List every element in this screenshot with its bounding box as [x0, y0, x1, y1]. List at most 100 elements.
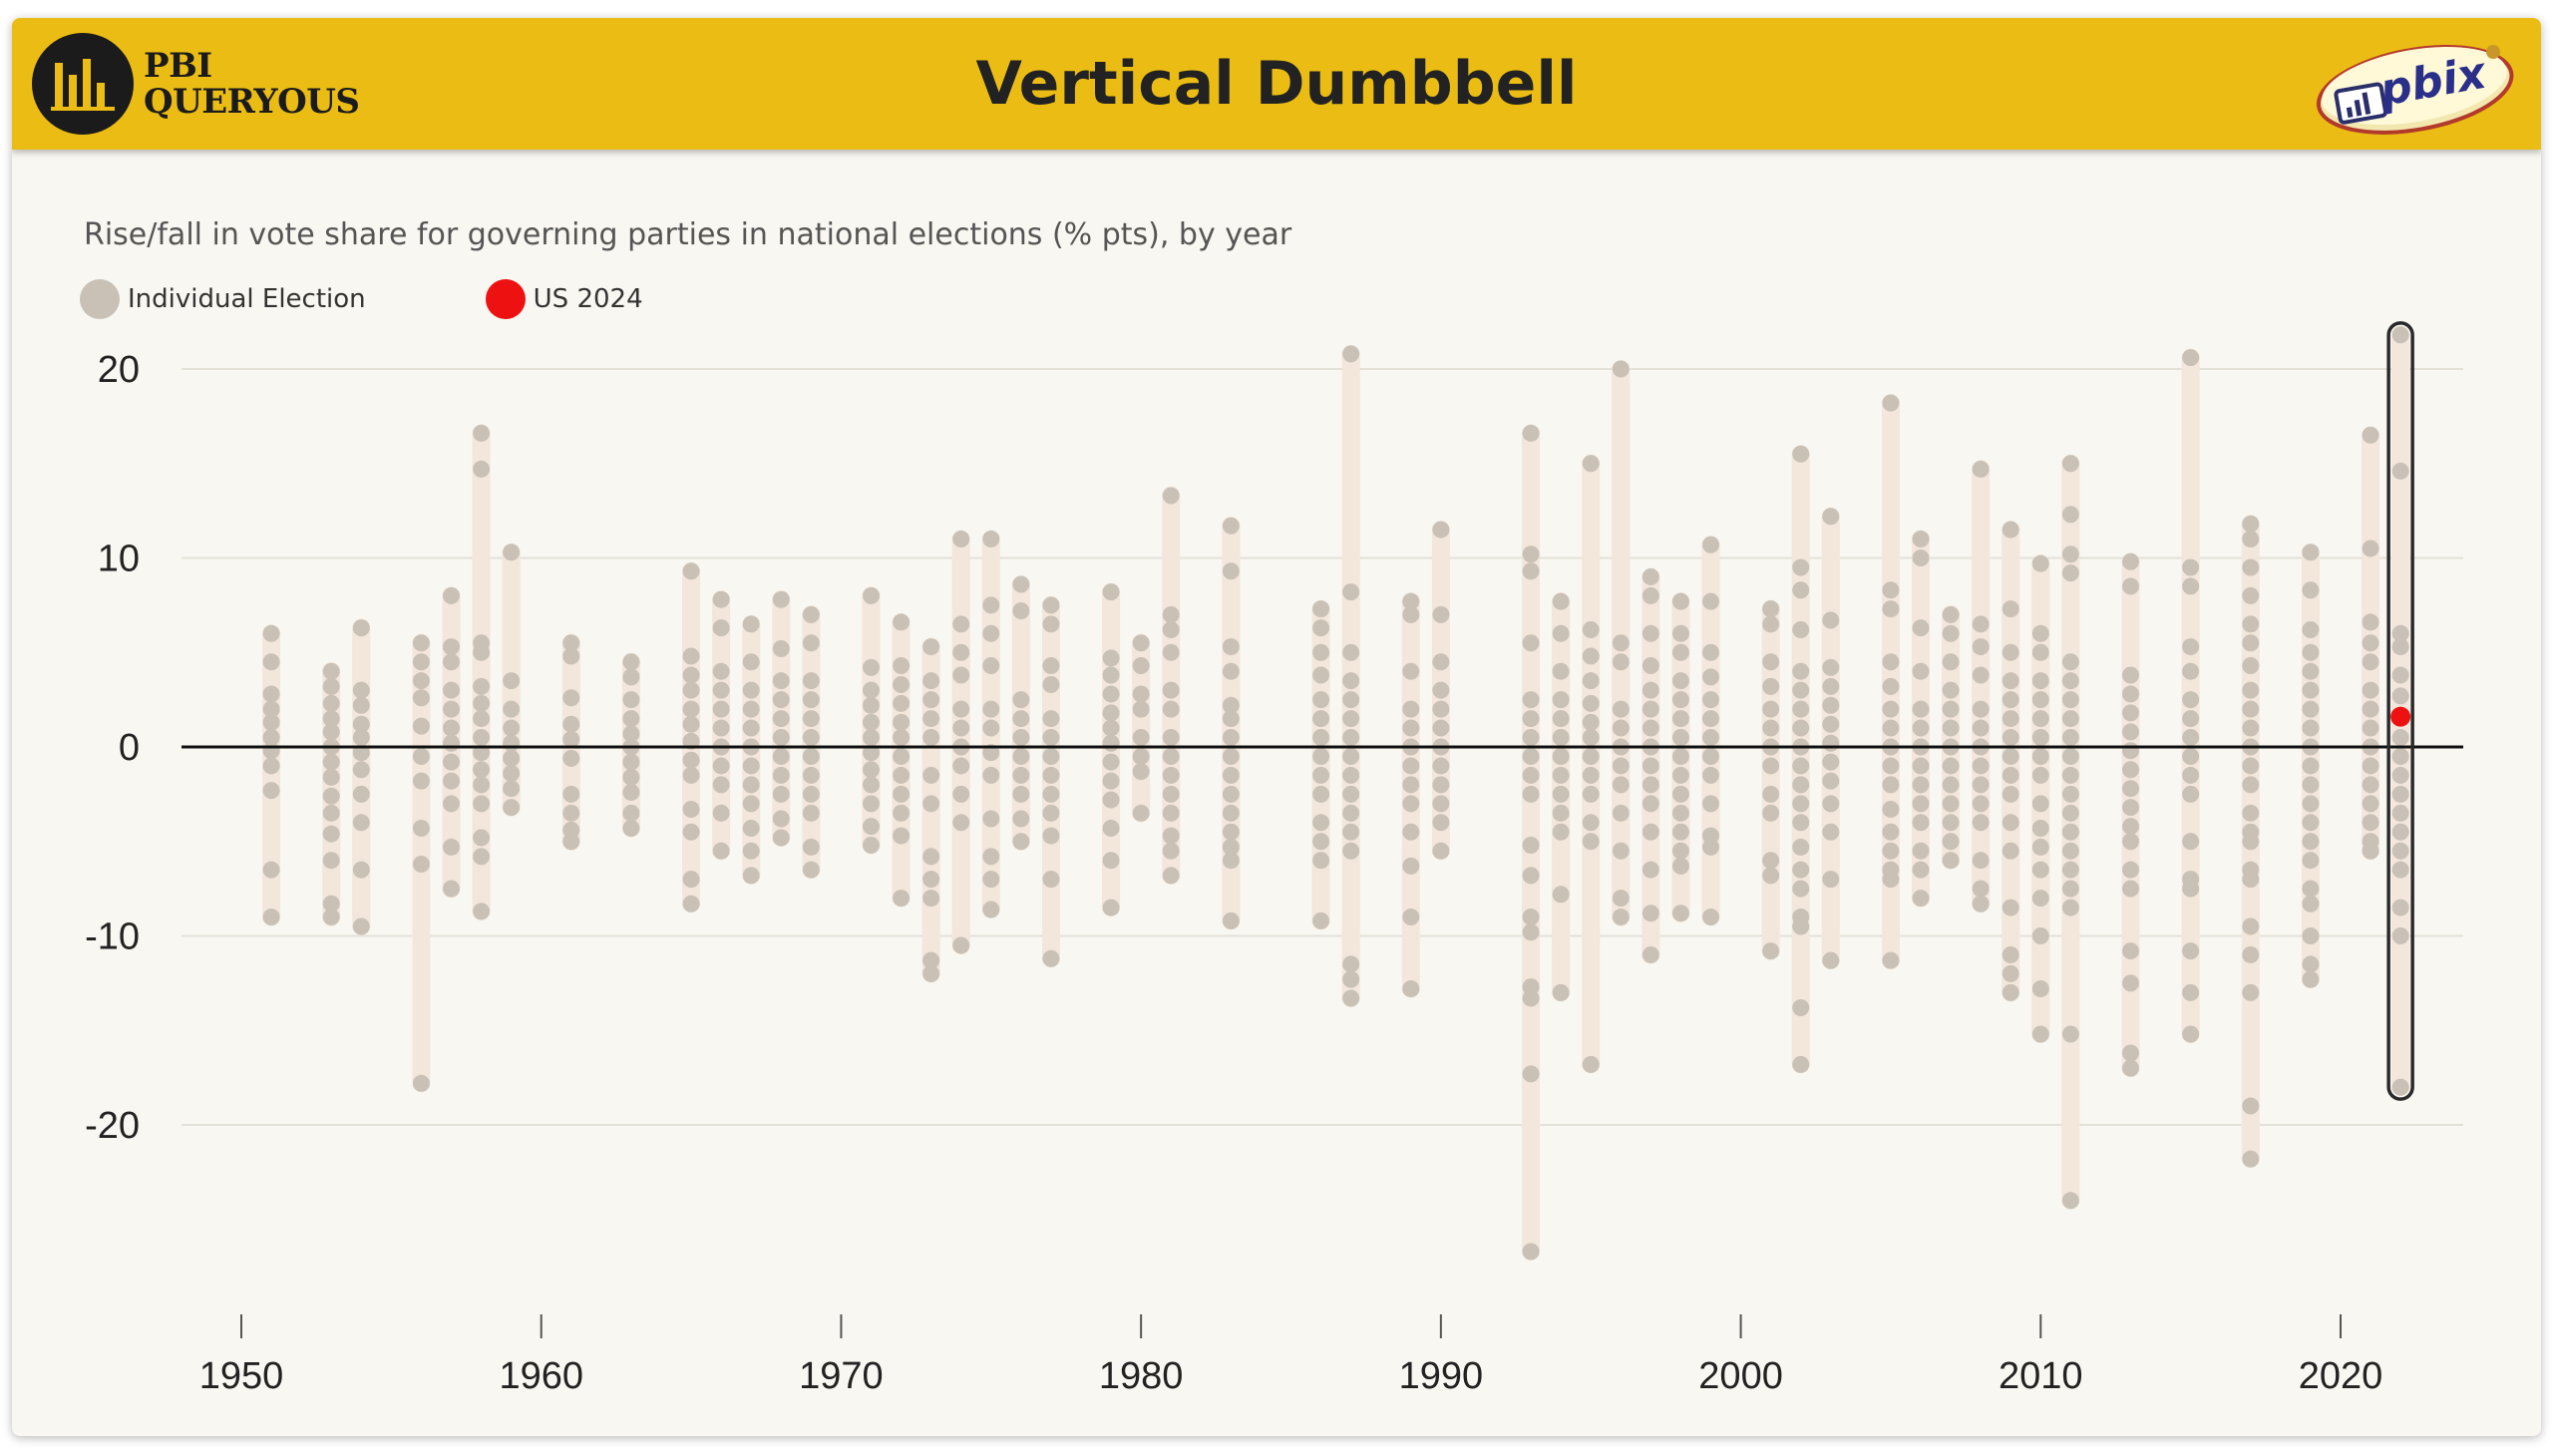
election-point — [772, 710, 790, 728]
election-point — [2031, 729, 2049, 747]
election-point — [682, 681, 700, 699]
election-point — [503, 719, 521, 737]
election-point — [802, 710, 820, 728]
election-point — [443, 638, 460, 656]
election-point — [1162, 643, 1180, 661]
election-point — [1972, 814, 1990, 832]
election-point — [1162, 729, 1180, 747]
election-point — [622, 653, 640, 671]
election-point — [1762, 785, 1780, 803]
election-point — [2182, 349, 2200, 367]
election-point — [742, 842, 760, 860]
election-point — [622, 725, 640, 743]
election-point — [2302, 927, 2320, 944]
election-point — [682, 823, 700, 841]
election-point — [952, 666, 970, 684]
election-point — [1942, 681, 1960, 699]
election-point — [1222, 852, 1240, 870]
election-point — [1042, 949, 1060, 967]
election-point — [1012, 766, 1030, 784]
election-point — [1312, 766, 1330, 784]
election-point — [1582, 814, 1600, 832]
election-point — [2302, 757, 2320, 775]
election-point — [443, 719, 460, 737]
election-point — [2391, 666, 2409, 684]
election-point — [1582, 621, 1600, 639]
election-point — [352, 715, 370, 733]
election-point — [863, 776, 880, 794]
election-point — [1342, 785, 1360, 803]
election-point — [2391, 861, 2409, 879]
election-point — [893, 766, 911, 784]
pbix-badge[interactable]: pbix — [2312, 34, 2517, 138]
election-point — [1942, 605, 1960, 623]
election-point — [322, 787, 340, 805]
election-point — [1222, 696, 1240, 714]
election-point — [1641, 567, 1659, 585]
election-point — [2122, 704, 2139, 722]
election-point — [2362, 842, 2379, 860]
election-point — [1042, 657, 1060, 675]
election-point — [1312, 785, 1330, 803]
election-point — [352, 619, 370, 637]
election-point — [1612, 700, 1630, 718]
election-point — [352, 729, 370, 747]
pbi-queryous-logo[interactable]: PBI QUERYOUS — [32, 32, 360, 136]
election-point — [1882, 700, 1900, 718]
election-point — [982, 848, 1000, 866]
election-point — [1312, 643, 1330, 661]
election-point — [1432, 653, 1450, 671]
election-point — [1102, 852, 1120, 870]
election-point — [412, 689, 430, 707]
election-point — [2182, 833, 2200, 851]
election-point — [1641, 624, 1659, 642]
election-point — [982, 901, 1000, 918]
election-point — [1522, 424, 1540, 442]
election-point — [1012, 810, 1030, 828]
legend-item-individual[interactable]: Individual Election — [80, 279, 366, 319]
election-point — [1042, 827, 1060, 845]
election-point — [322, 852, 340, 870]
election-point — [2362, 757, 2379, 775]
election-point — [1522, 837, 1540, 855]
election-point — [1912, 531, 1930, 548]
election-point — [352, 681, 370, 699]
election-point — [772, 691, 790, 709]
election-point — [922, 964, 940, 982]
election-point — [1342, 747, 1360, 765]
election-point — [893, 657, 911, 675]
election-point — [322, 694, 340, 712]
election-point — [562, 689, 580, 707]
election-point — [1942, 653, 1960, 671]
x-tick-label: 1970 — [799, 1355, 884, 1397]
election-point — [863, 658, 880, 676]
election-point — [1762, 942, 1780, 960]
election-point — [1342, 643, 1360, 661]
election-point — [352, 861, 370, 879]
legend-item-us-2024[interactable]: US 2024 — [485, 279, 643, 319]
election-point — [1162, 700, 1180, 718]
election-point — [1102, 704, 1120, 722]
election-point — [742, 757, 760, 775]
election-point — [2002, 691, 2019, 709]
election-point — [412, 1074, 430, 1092]
legend-dot-us-2024 — [485, 279, 526, 319]
election-point — [1552, 624, 1570, 642]
bar-chart-icon — [32, 33, 134, 135]
election-point — [742, 776, 760, 794]
election-point — [2391, 927, 2409, 944]
election-point — [2061, 804, 2079, 822]
election-point — [1552, 766, 1570, 784]
election-point — [2182, 577, 2200, 595]
election-point — [412, 855, 430, 873]
election-point — [2391, 766, 2409, 784]
election-point — [922, 871, 940, 889]
election-point — [352, 761, 370, 779]
election-point — [352, 696, 370, 714]
election-point — [1822, 871, 1840, 889]
election-point — [1012, 729, 1030, 747]
election-point — [2242, 1097, 2260, 1115]
election-point — [712, 719, 730, 737]
election-point — [922, 638, 940, 656]
election-point — [1792, 880, 1810, 898]
